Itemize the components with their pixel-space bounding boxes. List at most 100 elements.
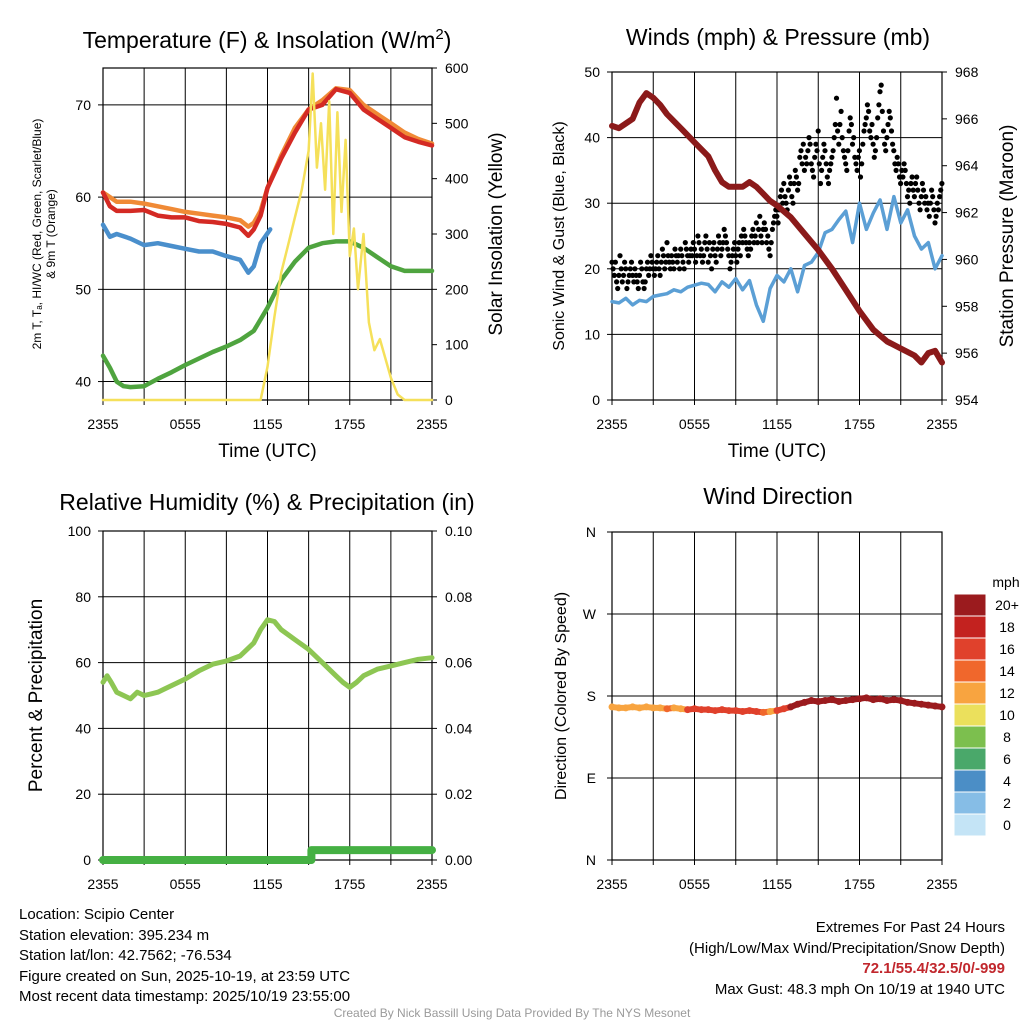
direction-point [842,697,850,705]
gust-point [705,259,711,265]
gust-point [681,266,687,272]
gust-point [660,253,667,259]
gust-point [893,167,899,173]
gust-point [907,200,913,206]
gust-point [883,148,889,154]
gust-point [753,220,759,226]
gust-point [786,174,793,180]
gust-point [669,253,675,259]
gust-point [767,253,773,259]
gust-point [844,167,850,173]
y-tick-label: N [586,524,596,540]
colorbar-swatch [953,725,987,749]
gust-point [783,200,789,206]
gust-point [793,174,800,180]
gust-point [642,279,648,285]
gust-point [821,141,827,147]
gust-point [757,213,763,219]
colorbar-swatch [953,615,987,639]
gust-point [718,253,724,259]
y2-tick-label: 968 [955,64,979,80]
gust-point [620,272,627,278]
gust-point [618,266,624,272]
y2-tick-label: 956 [955,345,979,361]
direction-point [656,704,664,712]
station-location: Location: Scipio Center [19,906,175,923]
direction-point [780,705,788,713]
direction-point [704,706,712,714]
colorbar-label: 2 [1003,795,1011,811]
colorbar-swatch [953,791,987,815]
gust-point [929,187,935,193]
y2-axis-label: Solar Insolation (Yellow) [486,132,507,335]
gust-point [710,246,716,252]
chart-title: Wind Direction [703,483,853,509]
y2-tick-label: 500 [445,115,469,131]
gust-point [901,161,907,167]
y-tick-label: 0 [83,852,91,868]
chart-title: Temperature (F) & Insolation (W/m2) [83,26,452,53]
extremes-title: Extremes For Past 24 Hours [815,919,1005,936]
y-tick-label: 60 [75,189,91,205]
direction-point [883,697,891,705]
gust-point [774,213,780,219]
gust-point [807,141,813,147]
y-tick-label: 30 [584,195,600,211]
x-tick-label: 0555 [170,416,201,432]
x-tick-label: 2355 [596,876,627,892]
y-tick-label: 40 [75,720,91,736]
gust-point [670,259,676,265]
direction-point [787,703,795,711]
gust-point [805,148,811,154]
gust-point [635,285,641,292]
gust-point [910,187,916,193]
gust-point [825,180,832,187]
gust-point [888,128,895,134]
y-tick-label: W [583,606,597,622]
y-tick-label: 50 [75,281,91,297]
gust-point [768,240,774,246]
gust-point [930,194,936,200]
direction-point [739,707,747,715]
gust-point [917,207,923,213]
y-axis-label: Direction (Colored By Speed) [553,592,570,800]
gust-point [798,148,804,154]
series-solar-insolation [101,72,434,402]
gust-point [680,259,686,265]
direction-point [821,697,829,705]
figure-created: Figure created on Sun, 2025-10-19, at 23… [19,967,351,985]
gust-point [655,253,661,259]
y2-tick-label: 0.10 [445,523,472,539]
gust-point [707,253,714,259]
gust-point [657,272,663,278]
gust-point [628,259,635,265]
gust-point [648,253,654,259]
y-tick-label: 50 [584,64,600,80]
gust-point [649,259,655,265]
gust-point [875,115,881,121]
gust-point [803,154,809,160]
gust-point [845,148,851,154]
direction-point [890,696,898,704]
gust-point [804,161,810,167]
gust-point [879,108,885,114]
y-tick-label: 40 [75,374,91,390]
gust-point [912,180,919,187]
gust-point [662,266,668,272]
gust-point [778,187,785,193]
gust-point [737,253,743,259]
direction-point [897,697,905,705]
y2-tick-label: 200 [445,281,469,297]
gust-point [809,167,816,173]
gust-point [678,246,684,252]
gust-point [840,148,847,154]
gust-point [641,285,647,292]
direction-point [759,708,767,716]
series-heat-index [100,222,273,275]
direction-point [931,702,939,710]
extremes-subtitle: (High/Low/Max Wind/Precipitation/Snow De… [689,939,1005,957]
direction-point [725,707,733,715]
gust-point [699,259,706,265]
gust-point [719,246,725,252]
gust-point [851,135,857,141]
